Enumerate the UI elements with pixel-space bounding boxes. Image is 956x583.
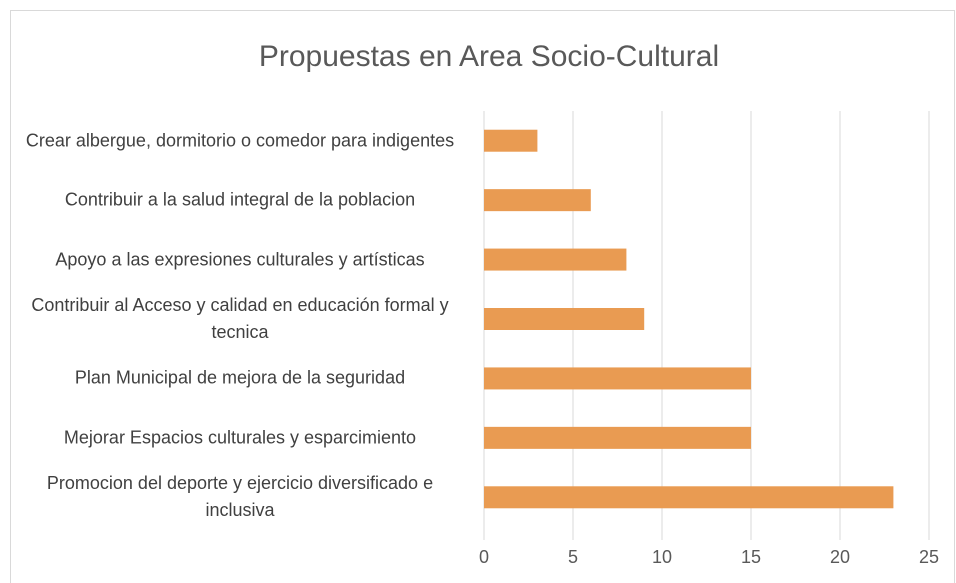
x-tick-label: 20 bbox=[830, 547, 850, 567]
bar bbox=[484, 486, 894, 509]
category-label: Apoyo a las expresiones culturales y art… bbox=[55, 249, 425, 270]
category-label: Plan Municipal de mejora de la seguridad bbox=[74, 367, 406, 388]
x-tick-label: 5 bbox=[568, 547, 578, 567]
category-label: Contribuir al Acceso y calidad en educac… bbox=[31, 295, 449, 342]
bar bbox=[484, 367, 751, 390]
bar bbox=[484, 189, 591, 212]
bar bbox=[484, 426, 751, 449]
category-label: Promocion del deporte y ejercicio divers… bbox=[46, 473, 434, 521]
x-tick-label: 10 bbox=[652, 547, 672, 567]
x-tick-label: 15 bbox=[741, 547, 761, 567]
x-tick-label: 0 bbox=[479, 547, 489, 567]
chart-frame bbox=[10, 10, 955, 583]
x-tick-label: 25 bbox=[919, 547, 939, 567]
chart-title: Propuestas en Area Socio-Cultural bbox=[259, 40, 719, 73]
bar bbox=[484, 308, 645, 330]
category-label: Contribuir a la salud integral de la pob… bbox=[64, 189, 416, 210]
category-label: Crear albergue, dormitorio o comedor par… bbox=[25, 130, 455, 151]
category-label: Mejorar Espacios culturales y esparcimie… bbox=[63, 427, 417, 448]
bar bbox=[484, 248, 627, 271]
bar bbox=[484, 129, 538, 152]
